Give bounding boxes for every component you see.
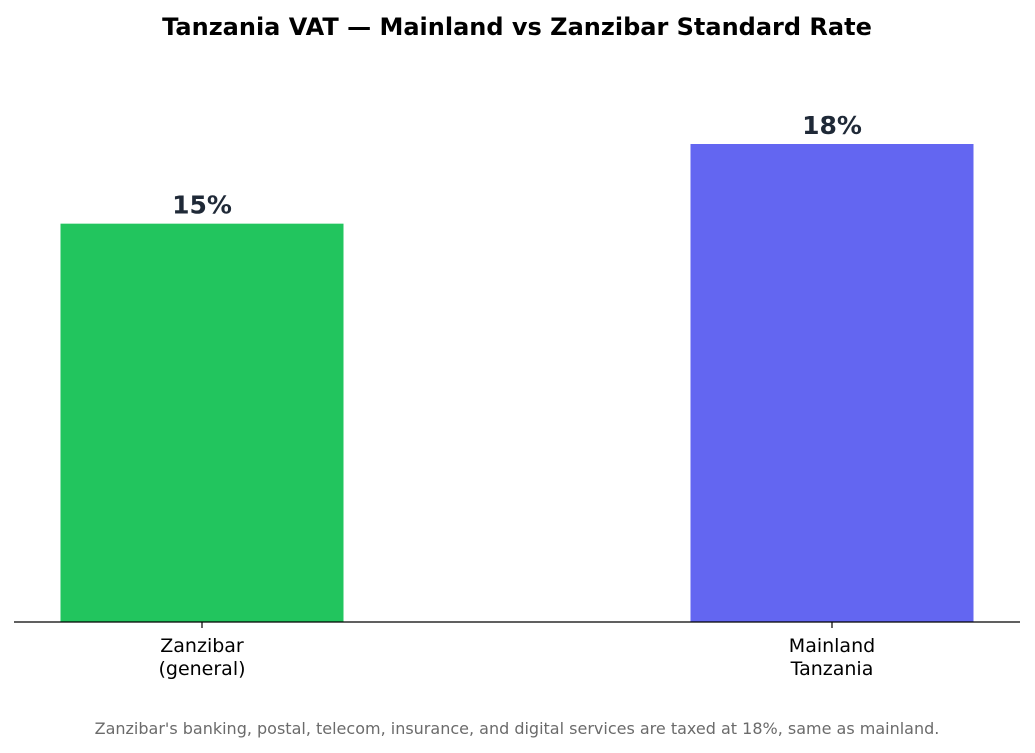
bars: 15% 18% bbox=[60, 111, 974, 622]
chart-footnote: Zanzibar's banking, postal, telecom, ins… bbox=[95, 719, 940, 738]
chart-title: Tanzania VAT — Mainland vs Zanzibar Stan… bbox=[162, 13, 872, 41]
x-tick-label: Zanzibar (general) bbox=[158, 635, 245, 680]
x-axis-ticks: Zanzibar (general) Mainland Tanzania bbox=[158, 622, 875, 680]
bar-value-label: 15% bbox=[172, 191, 232, 220]
bar-1 bbox=[690, 144, 974, 622]
x-tick-label: Mainland Tanzania bbox=[789, 635, 875, 680]
bar-0 bbox=[60, 223, 344, 622]
bar-value-label: 18% bbox=[802, 111, 862, 140]
